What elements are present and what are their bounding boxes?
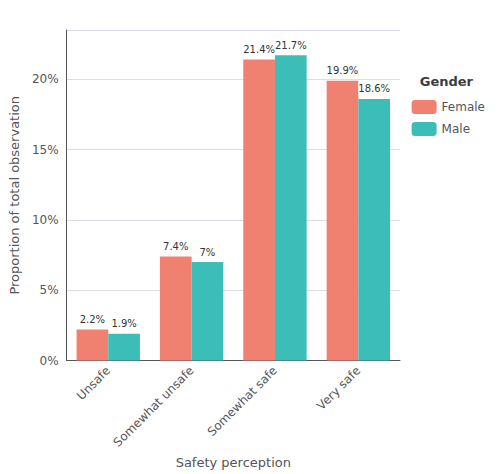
svg-text:1.9%: 1.9% (111, 318, 136, 329)
svg-text:Gender: Gender (420, 74, 474, 89)
svg-text:7.4%: 7.4% (163, 241, 188, 252)
svg-text:18.6%: 18.6% (358, 83, 390, 94)
svg-text:Somewhat safe: Somewhat safe (205, 364, 280, 439)
svg-text:Somewhat unsafe: Somewhat unsafe (111, 364, 197, 450)
svg-text:Unsafe: Unsafe (74, 364, 113, 403)
svg-text:Male: Male (442, 122, 470, 136)
svg-text:2.2%: 2.2% (80, 314, 105, 325)
svg-text:0%: 0% (40, 354, 59, 368)
svg-text:10%: 10% (32, 213, 59, 227)
svg-text:21.7%: 21.7% (275, 40, 307, 51)
svg-text:Very safe: Very safe (314, 364, 363, 413)
svg-text:20%: 20% (32, 72, 59, 86)
svg-text:Safety perception: Safety perception (176, 455, 291, 470)
svg-text:19.9%: 19.9% (327, 65, 359, 76)
svg-text:Proportion of total observatio: Proportion of total observation (7, 96, 22, 295)
svg-text:Female: Female (442, 100, 485, 114)
svg-text:7%: 7% (200, 247, 216, 258)
svg-text:21.4%: 21.4% (243, 44, 275, 55)
svg-text:15%: 15% (32, 143, 59, 157)
svg-text:5%: 5% (40, 283, 59, 297)
